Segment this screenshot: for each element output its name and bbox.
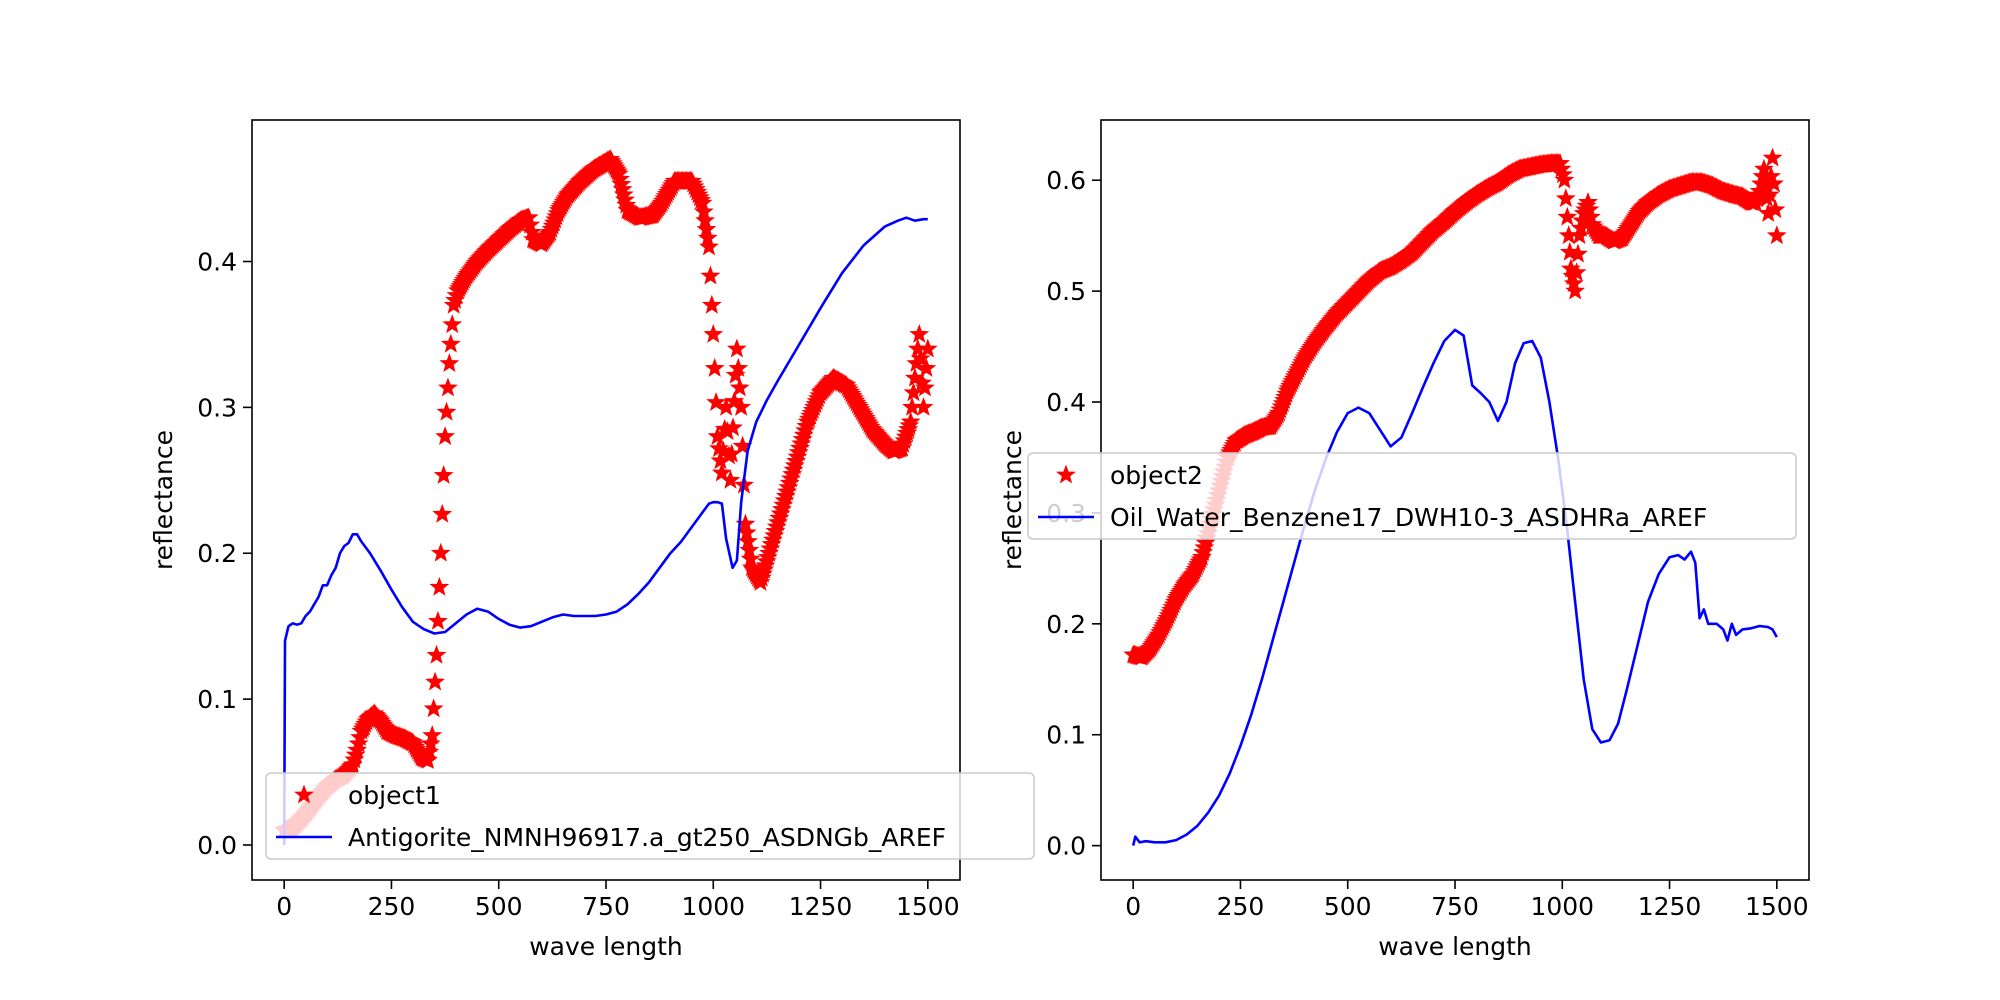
y-tick-label: 0.0 — [197, 831, 237, 860]
scatter-point — [1764, 173, 1784, 193]
scatter-point — [909, 324, 930, 343]
scatter-point — [1761, 166, 1782, 185]
legend-marker-star — [1056, 464, 1076, 484]
scatter-point — [1566, 262, 1587, 282]
legend: object1 Antigorite_NMNH96917.a_gt250_ASDN… — [265, 772, 1035, 860]
y-axis-label: reflectance — [998, 430, 1027, 570]
series-line — [282, 216, 928, 846]
scatter-point — [423, 698, 444, 718]
scatter-point — [711, 462, 732, 482]
y-axis-label: reflectance — [149, 430, 178, 570]
scatter-point — [428, 610, 448, 630]
scatter-point — [729, 377, 750, 397]
scatter-point — [1765, 199, 1786, 219]
scatter-point — [425, 671, 445, 691]
scatter-point — [1557, 206, 1578, 226]
y-tick-label: 0.1 — [1046, 721, 1086, 750]
y-tick-label: 0.2 — [197, 539, 237, 568]
scatter-point — [348, 733, 369, 753]
scatter-point — [699, 236, 719, 256]
scatter-point — [917, 338, 938, 358]
scatter-point — [704, 358, 725, 377]
y-tick-label: 0.3 — [197, 393, 237, 422]
y-tick-label: 0.4 — [197, 247, 237, 276]
scatter-point — [438, 377, 458, 397]
scatter-point — [1555, 188, 1576, 208]
legend-marker-star — [294, 784, 314, 804]
scatter-point — [429, 576, 450, 596]
scatter-point — [347, 739, 368, 759]
chart-2: 02505007501000125015000.00.10.20.30.40.5… — [998, 119, 1810, 961]
y-tick-label: 0.2 — [1046, 610, 1086, 639]
y-tick-label: 0.6 — [1046, 166, 1086, 195]
legend-box — [1027, 452, 1797, 540]
x-tick-label: 1250 — [789, 892, 853, 921]
scatter-point — [903, 382, 924, 402]
scatter-point — [432, 503, 453, 523]
scatter-point — [916, 358, 937, 377]
scatter-point — [439, 353, 460, 373]
x-axis-label: wave length — [529, 932, 683, 961]
legend-label: Oil_Water_Benzene17_DWH10-3_ASDHRa_AREF — [1110, 503, 1707, 532]
x-tick-label: 0 — [1125, 892, 1141, 921]
scatter-point — [1766, 225, 1787, 245]
scatter-point — [440, 333, 461, 353]
y-tick-label: 0.4 — [1046, 388, 1086, 417]
series-2 — [1131, 328, 1778, 846]
series-2 — [282, 216, 928, 846]
y-tick-label: 0.0 — [1046, 832, 1086, 861]
x-axis-label: wave length — [1378, 932, 1532, 961]
scatter-point — [910, 348, 931, 368]
scatter-point — [900, 411, 921, 431]
scatter-point — [426, 644, 447, 664]
legend: object2 Oil_Water_Benzene17_DWH10-3_ASDHR… — [1027, 452, 1797, 540]
scatter-point — [433, 465, 454, 484]
x-tick-label: 1500 — [1745, 892, 1809, 921]
legend-label: Antigorite_NMNH96917.a_gt250_ASDNGb_AREF — [348, 823, 946, 852]
scatter-point — [442, 314, 463, 334]
legend-box — [265, 772, 1035, 860]
scatter-point — [701, 294, 722, 314]
legend-label: object2 — [1110, 461, 1203, 490]
scatter-point — [1759, 184, 1780, 204]
scatter-point — [726, 338, 747, 358]
legend-label: object1 — [348, 781, 441, 810]
scatter-point — [1565, 280, 1586, 300]
scatter-point — [731, 396, 752, 416]
chart-1: 0 250 500 750 1000 1250 1500 0.0 0.1 0.2 0.3 0.4 wav… — [149, 119, 1035, 961]
y-tick-label: 0.1 — [197, 685, 237, 714]
x-tick-label: 1000 — [1530, 892, 1594, 921]
x-tick-label: 250 — [368, 892, 416, 921]
scatter-point — [435, 426, 456, 445]
series-line — [1131, 328, 1778, 846]
x-tick-label: 1250 — [1638, 892, 1702, 921]
scatter-point — [706, 392, 727, 411]
scatter-point — [728, 358, 749, 377]
scatter-point — [913, 396, 934, 416]
x-tick-label: 500 — [1324, 892, 1372, 921]
x-tick-label: 500 — [475, 892, 523, 921]
scatter-point — [700, 265, 721, 285]
scatter-point — [1568, 243, 1588, 263]
x-tick-label: 750 — [582, 892, 630, 921]
scatter-point — [1762, 147, 1783, 167]
series-1 — [1123, 147, 1787, 666]
x-tick-label: 0 — [276, 892, 292, 921]
scatter-point — [430, 542, 451, 562]
x-tick-label: 750 — [1431, 892, 1479, 921]
scatter-point — [915, 377, 935, 397]
series-1 — [274, 148, 938, 839]
y-tick-label: 0.5 — [1046, 277, 1086, 306]
scatter-point — [720, 469, 741, 489]
x-tick-label: 250 — [1217, 892, 1265, 921]
scatter-point — [436, 401, 457, 421]
scatter-point — [1754, 158, 1774, 178]
scatter-point — [703, 323, 724, 343]
x-tick-label: 1000 — [681, 892, 745, 921]
x-tick-label: 1500 — [896, 892, 960, 921]
scatter-point — [723, 417, 743, 437]
scatter-point — [1554, 169, 1575, 189]
scatter-point — [422, 725, 443, 745]
